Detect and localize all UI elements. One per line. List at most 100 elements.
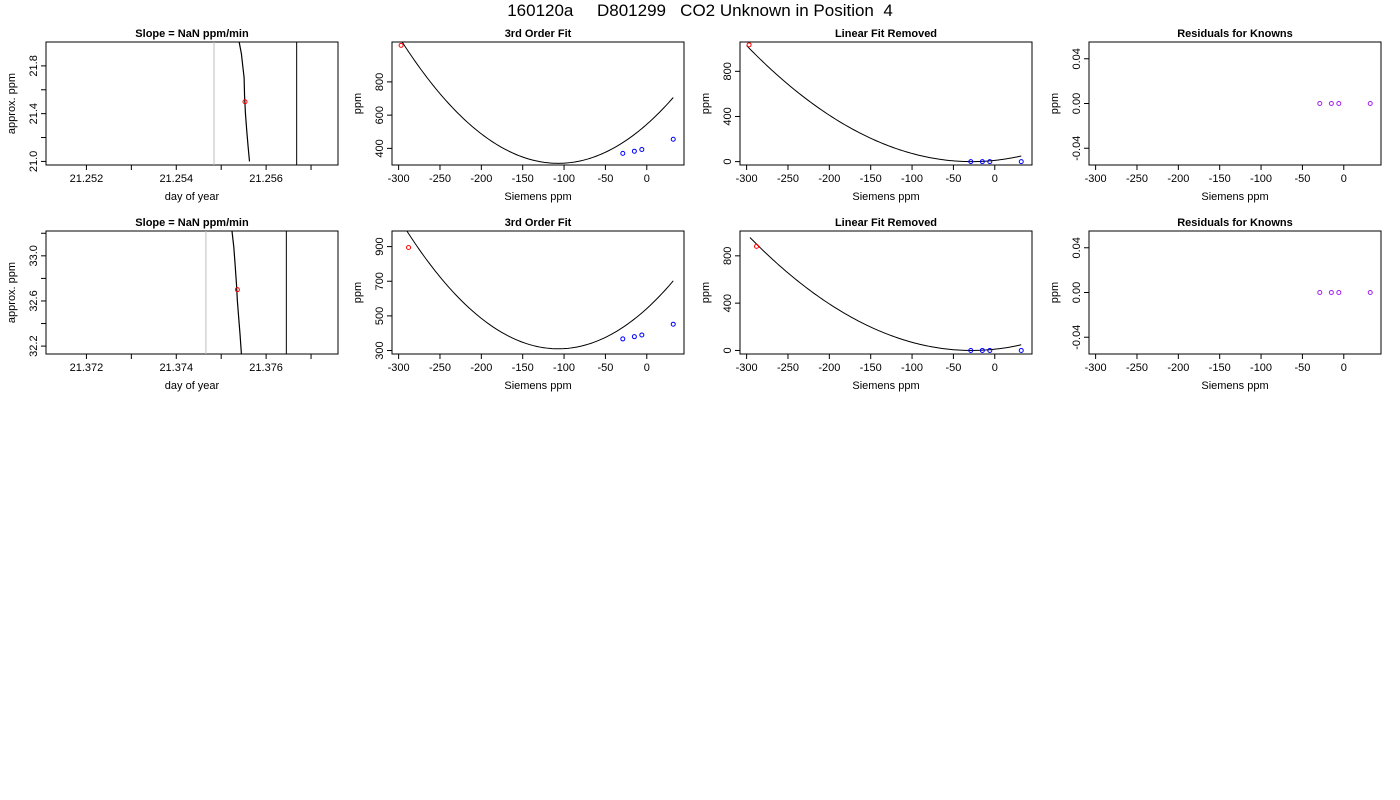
x-tick-label: -250 <box>429 362 451 374</box>
panel-title: 3rd Order Fit <box>505 28 572 40</box>
standard-point <box>968 159 974 165</box>
x-tick-label: -250 <box>777 173 799 185</box>
x-tick-label: -100 <box>553 173 575 185</box>
panel-r2-slope: Slope = NaN ppm/min 21.372 21.374 21.376 day… <box>6 217 339 392</box>
plot-area <box>213 42 298 165</box>
y-tick-label: 32.2 <box>28 335 40 356</box>
x-tick-label: -50 <box>1294 173 1310 185</box>
x-tick-label: -200 <box>1167 362 1189 374</box>
plot-area <box>398 42 676 164</box>
x-tick-label: -50 <box>945 173 961 185</box>
x-axis-label: day of year <box>165 191 220 203</box>
x-tick-label: -150 <box>512 173 534 185</box>
x-tick-label: -150 <box>1209 362 1231 374</box>
x-tick-label: 0 <box>992 173 998 185</box>
plot-area <box>1317 290 1373 295</box>
x-tick-label: -150 <box>860 362 882 374</box>
x-tick-label: -150 <box>1209 173 1231 185</box>
standard-point <box>620 336 626 342</box>
x-axis-label: Siemens ppm <box>852 380 919 392</box>
panel-r2-res: Residuals for Knowns -300 -250 -200 -150 -100… <box>1049 217 1382 392</box>
y-tick-label: 900 <box>374 237 386 255</box>
x-tick-label: 21.256 <box>249 173 283 185</box>
standard-point <box>631 148 637 154</box>
unknown-point <box>754 243 760 249</box>
x-tick-label: -200 <box>470 173 492 185</box>
fit-curve <box>746 45 1022 163</box>
plot-frame <box>391 41 685 166</box>
y-tick-label: 21.4 <box>28 103 40 124</box>
x-tick-label: 0 <box>644 362 650 374</box>
x-tick-label: 21.254 <box>159 173 193 185</box>
x-tick-label: -100 <box>901 362 923 374</box>
panel-r1-lin: Linear Fit Removed -300 -250 -200 -150 -100 -5… <box>700 28 1033 203</box>
residual-point <box>1336 101 1342 106</box>
x-tick-label: -200 <box>818 173 840 185</box>
x-tick-label: 21.374 <box>159 362 193 374</box>
x-tick-label: -100 <box>1250 173 1272 185</box>
y-tick-label: -0.04 <box>1071 325 1083 350</box>
y-tick-label: 0.00 <box>1071 93 1083 114</box>
y-tick-label: 500 <box>374 307 386 325</box>
x-tick-label: 21.376 <box>249 362 283 374</box>
panel-title: Residuals for Knowns <box>1177 28 1293 40</box>
x-tick-label: 0 <box>1341 362 1347 374</box>
y-axis-label: ppm <box>1049 282 1061 303</box>
unknown-point <box>234 287 240 293</box>
y-tick-label: 32.6 <box>28 290 40 311</box>
y-tick-label: 300 <box>374 341 386 359</box>
standard-point <box>1018 347 1024 353</box>
panel-r2-lin: Linear Fit Removed -300 -250 -200 -150 -100 -5… <box>700 217 1033 392</box>
x-tick-label: 0 <box>644 173 650 185</box>
panel-r1-fit: 3rd Order Fit -300 -250 -200 -150 -100 -50 0 Sie… <box>352 28 685 203</box>
x-axis-label: Siemens ppm <box>1201 191 1268 203</box>
plot-frame <box>739 41 1033 166</box>
y-tick-label: 0 <box>722 347 734 353</box>
plot-area <box>406 231 676 350</box>
x-tick-label: -300 <box>736 173 758 185</box>
x-tick-label: -50 <box>945 362 961 374</box>
y-tick-label: 21.0 <box>28 151 40 172</box>
standard-point <box>968 347 974 353</box>
fit-curve <box>749 237 1022 351</box>
panel-r1-slope: Slope = NaN ppm/min 21.252 21.254 21.256 day… <box>6 28 339 203</box>
signal-trace <box>238 42 251 162</box>
x-tick-label: -250 <box>429 173 451 185</box>
unknown-point <box>406 244 412 250</box>
panel-r2-fit: 3rd Order Fit -300 -250 -200 -150 -100 -50 0 Sie… <box>352 217 685 392</box>
y-tick-label: 0.04 <box>1071 48 1083 69</box>
x-tick-label: -300 <box>736 362 758 374</box>
x-tick-label: -50 <box>1294 362 1310 374</box>
x-tick-label: -150 <box>860 173 882 185</box>
residual-point <box>1317 290 1323 295</box>
x-axis-label: Siemens ppm <box>504 191 571 203</box>
x-tick-label: -250 <box>777 362 799 374</box>
y-axis-label: ppm <box>1049 93 1061 114</box>
y-axis-label: ppm <box>700 282 712 303</box>
x-tick-label: -300 <box>1085 173 1107 185</box>
x-tick-label: -250 <box>1126 173 1148 185</box>
x-tick-label: -50 <box>597 362 613 374</box>
plot-area <box>205 231 287 354</box>
standard-point <box>631 334 637 340</box>
x-axis-label: Siemens ppm <box>852 191 919 203</box>
figure-title: 160120a D801299 CO2 Unknown in Position … <box>507 1 893 20</box>
fit-curve <box>406 231 674 350</box>
standard-point <box>987 347 993 353</box>
panel-title: Slope = NaN ppm/min <box>135 28 249 40</box>
y-tick-label: 0 <box>722 159 734 165</box>
residual-point <box>1367 101 1373 106</box>
x-tick-label: -300 <box>1085 362 1107 374</box>
panel-title: Linear Fit Removed <box>835 217 937 229</box>
y-tick-label: 33.0 <box>28 245 40 266</box>
residual-point <box>1317 101 1323 106</box>
residual-point <box>1367 290 1373 295</box>
x-tick-label: -300 <box>388 362 410 374</box>
unknown-point <box>242 99 248 105</box>
x-tick-label: -200 <box>818 362 840 374</box>
x-tick-label: 0 <box>1341 173 1347 185</box>
y-tick-label: 0.04 <box>1071 237 1083 258</box>
y-tick-label: 400 <box>722 294 734 312</box>
standard-point <box>639 332 645 338</box>
x-tick-label: -250 <box>1126 362 1148 374</box>
